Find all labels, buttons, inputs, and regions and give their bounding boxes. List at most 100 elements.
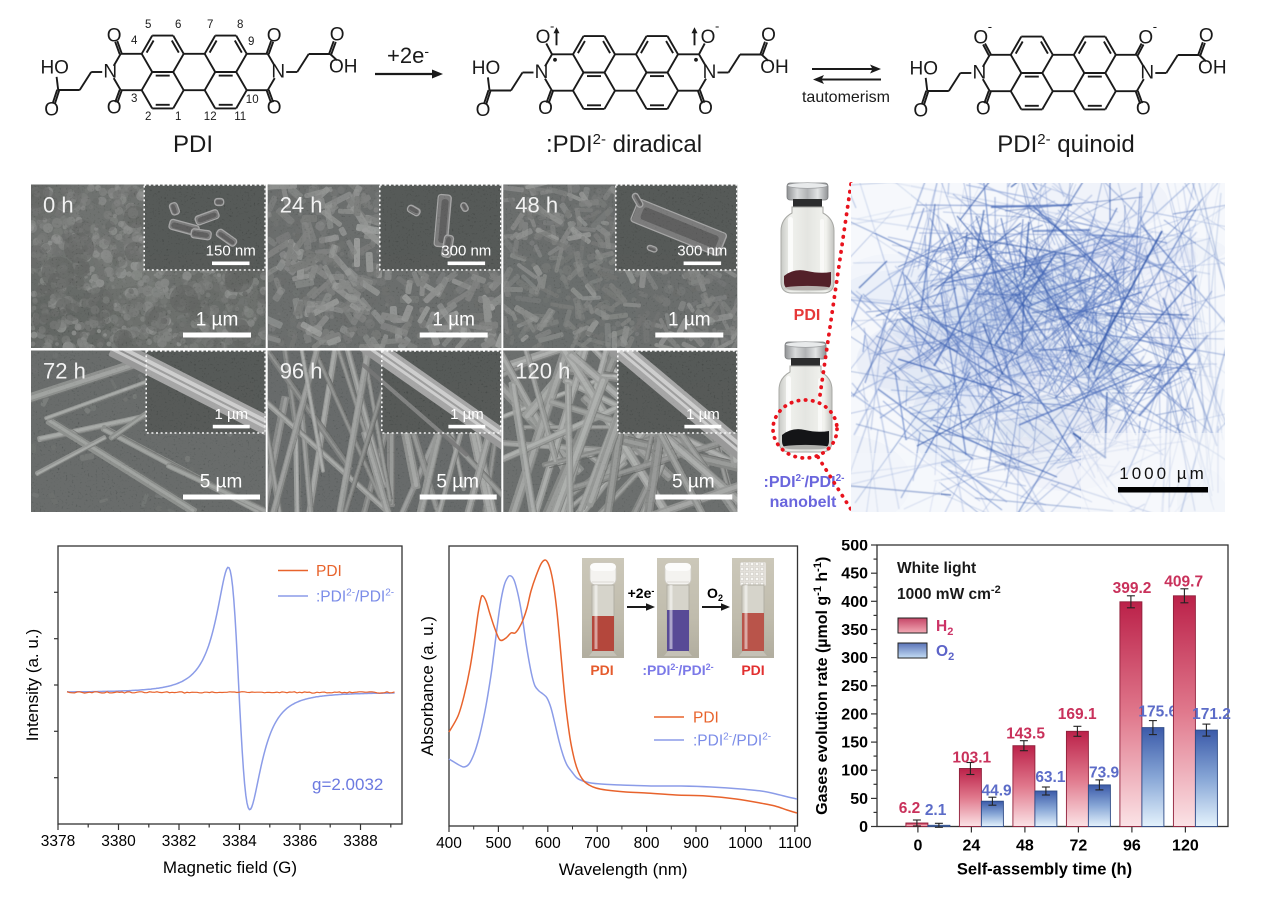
svg-text:O2: O2 bbox=[936, 643, 954, 663]
svg-text:+2e-: +2e- bbox=[628, 585, 655, 601]
svg-text:0 h: 0 h bbox=[43, 193, 74, 218]
svg-text:O: O bbox=[476, 100, 491, 121]
svg-text:O: O bbox=[1136, 99, 1151, 120]
svg-text:103.1: 103.1 bbox=[952, 749, 991, 766]
svg-text:11: 11 bbox=[234, 111, 246, 123]
svg-text:48 h: 48 h bbox=[515, 193, 558, 218]
svg-text:O: O bbox=[107, 25, 122, 46]
svg-text:O: O bbox=[761, 25, 776, 46]
svg-text:120 h: 120 h bbox=[515, 359, 570, 384]
svg-text:Gases evolution rate (µmol g-1: Gases evolution rate (µmol g-1 h-1) bbox=[812, 557, 831, 815]
svg-text:N: N bbox=[972, 63, 986, 84]
svg-text:450: 450 bbox=[841, 566, 868, 583]
svg-text:+2e-: +2e- bbox=[387, 43, 429, 68]
svg-text:120: 120 bbox=[1172, 838, 1199, 855]
svg-text:O: O bbox=[913, 101, 928, 122]
svg-text:PDI: PDI bbox=[693, 710, 719, 727]
svg-text:PDI: PDI bbox=[794, 307, 821, 324]
svg-text:400: 400 bbox=[841, 594, 868, 611]
svg-text:PDI2- quinoid: PDI2- quinoid bbox=[997, 131, 1134, 158]
svg-text:OH: OH bbox=[329, 57, 358, 78]
svg-text:5 µm: 5 µm bbox=[200, 472, 243, 493]
svg-text:0: 0 bbox=[859, 819, 868, 836]
svg-text:Absorbance (a. u.): Absorbance (a. u.) bbox=[418, 616, 437, 756]
svg-text:N: N bbox=[103, 62, 117, 83]
svg-text:500: 500 bbox=[485, 835, 511, 852]
svg-text:143.5: 143.5 bbox=[1006, 726, 1045, 743]
svg-text:96: 96 bbox=[1123, 838, 1141, 855]
svg-text:Magnetic field (G): Magnetic field (G) bbox=[163, 858, 297, 877]
svg-text:O: O bbox=[107, 98, 122, 119]
svg-text:7: 7 bbox=[207, 19, 213, 31]
svg-text:12: 12 bbox=[204, 111, 217, 123]
svg-text:1: 1 bbox=[175, 111, 181, 123]
svg-text:O: O bbox=[538, 98, 553, 119]
svg-text:1000 mW cm-2: 1000 mW cm-2 bbox=[897, 584, 1001, 603]
svg-text:100: 100 bbox=[841, 763, 868, 780]
svg-text:72: 72 bbox=[1070, 838, 1088, 855]
svg-text:300 nm: 300 nm bbox=[441, 243, 491, 260]
svg-text:300: 300 bbox=[841, 650, 868, 667]
svg-text:2.1: 2.1 bbox=[925, 802, 947, 819]
svg-text:N: N bbox=[703, 62, 717, 83]
svg-text:4: 4 bbox=[131, 35, 138, 47]
svg-text:1 µm: 1 µm bbox=[214, 406, 248, 423]
svg-text:96 h: 96 h bbox=[280, 359, 323, 384]
svg-text:3: 3 bbox=[131, 93, 137, 105]
svg-text:3384: 3384 bbox=[222, 833, 257, 850]
svg-text:150 nm: 150 nm bbox=[206, 243, 256, 260]
svg-text::PDI2- diradical: :PDI2- diradical bbox=[546, 131, 702, 158]
svg-text:63.1: 63.1 bbox=[1035, 769, 1066, 786]
svg-text:PDI: PDI bbox=[316, 563, 342, 580]
svg-text:O: O bbox=[698, 98, 713, 119]
svg-text:44.9: 44.9 bbox=[982, 782, 1013, 799]
svg-text:72 h: 72 h bbox=[43, 359, 86, 384]
svg-text::PDI2-/PDI2-: :PDI2-/PDI2- bbox=[764, 473, 845, 491]
svg-text:3378: 3378 bbox=[41, 833, 75, 850]
svg-text::PDI2-/PDI2-: :PDI2-/PDI2- bbox=[642, 662, 713, 678]
svg-text:50: 50 bbox=[850, 791, 868, 808]
svg-text:Wavelength (nm): Wavelength (nm) bbox=[559, 860, 688, 879]
svg-text:10: 10 bbox=[246, 94, 259, 106]
svg-text:O: O bbox=[976, 99, 991, 120]
svg-text:Self-assembly time (h): Self-assembly time (h) bbox=[957, 861, 1132, 879]
svg-text:800: 800 bbox=[634, 835, 660, 852]
svg-text:5 µm: 5 µm bbox=[436, 472, 479, 493]
svg-text:N: N bbox=[535, 62, 549, 83]
svg-text:250: 250 bbox=[841, 678, 868, 695]
svg-text:5: 5 bbox=[145, 19, 151, 31]
svg-text:HO: HO bbox=[910, 59, 939, 80]
svg-text:O: O bbox=[330, 25, 345, 46]
svg-text:9: 9 bbox=[248, 36, 254, 48]
svg-text:48: 48 bbox=[1016, 838, 1034, 855]
svg-text:24: 24 bbox=[963, 838, 981, 855]
svg-text:PDI: PDI bbox=[173, 131, 213, 158]
svg-text:O: O bbox=[701, 27, 716, 48]
svg-text:24 h: 24 h bbox=[280, 193, 323, 218]
svg-text:700: 700 bbox=[584, 835, 610, 852]
svg-text:1 µm: 1 µm bbox=[668, 310, 711, 331]
svg-text:nanobelt: nanobelt bbox=[770, 494, 837, 511]
svg-text:3386: 3386 bbox=[283, 833, 317, 850]
svg-text:O: O bbox=[267, 98, 282, 119]
svg-text:-: - bbox=[550, 18, 554, 33]
svg-text:1 µm: 1 µm bbox=[432, 310, 475, 331]
svg-text:O: O bbox=[44, 100, 59, 121]
svg-text:1000 µm: 1000 µm bbox=[1119, 464, 1207, 483]
svg-text:-: - bbox=[988, 19, 992, 34]
svg-text:HO: HO bbox=[40, 58, 69, 79]
svg-text:175.6: 175.6 bbox=[1138, 704, 1177, 721]
svg-text:200: 200 bbox=[841, 706, 868, 723]
svg-text:O: O bbox=[1138, 27, 1153, 48]
svg-text:5 µm: 5 µm bbox=[672, 472, 715, 493]
svg-text::PDI2-/PDI2-: :PDI2-/PDI2- bbox=[316, 588, 394, 606]
svg-text:600: 600 bbox=[535, 835, 561, 852]
svg-text:-: - bbox=[1153, 19, 1157, 34]
svg-text:O2: O2 bbox=[707, 585, 723, 603]
svg-text:H2: H2 bbox=[936, 618, 953, 638]
svg-text:8: 8 bbox=[237, 19, 243, 31]
svg-text:1100: 1100 bbox=[778, 835, 812, 852]
svg-text:tautomerism: tautomerism bbox=[802, 89, 890, 106]
svg-text:White light: White light bbox=[897, 560, 976, 577]
svg-text:O: O bbox=[973, 27, 988, 48]
